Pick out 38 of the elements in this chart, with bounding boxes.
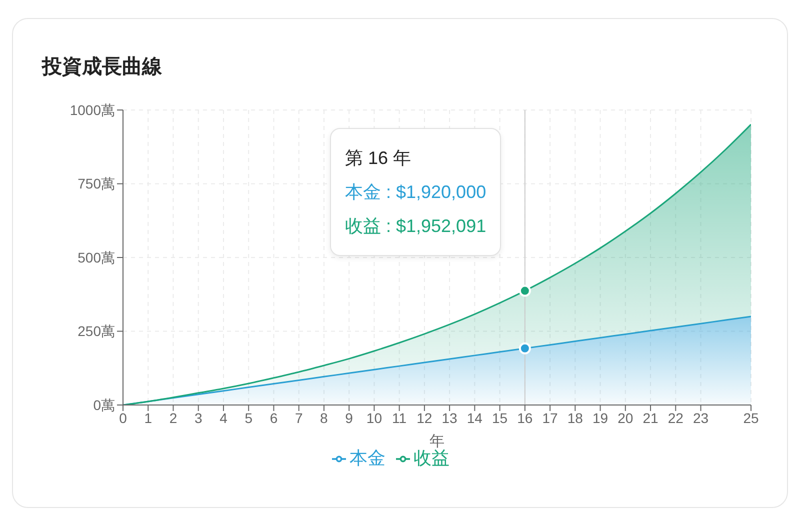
x-tick-label: 19 xyxy=(592,410,608,426)
legend-label: 本金 xyxy=(350,448,386,468)
x-tick-label: 21 xyxy=(642,410,659,426)
x-tick-label: 0 xyxy=(119,410,128,426)
legend-label: 收益 xyxy=(414,448,450,468)
x-tick-label: 2 xyxy=(169,410,178,426)
x-tick-label: 7 xyxy=(294,410,303,426)
x-axis-title: 年 xyxy=(430,433,444,450)
x-tick-label: 17 xyxy=(542,410,558,426)
annotation: 第 16 年 xyxy=(345,148,412,168)
x-tick-label: 15 xyxy=(492,410,508,426)
x-tick-label: 16 xyxy=(517,410,533,426)
x-tick-label: 3 xyxy=(194,410,202,426)
x-tick-label: 22 xyxy=(668,410,684,426)
y-tick-label: 1000萬 xyxy=(70,102,115,118)
annotation: 本金 : $1,920,000 xyxy=(345,182,486,202)
x-tick-label: 8 xyxy=(320,410,328,426)
x-tick-label: 10 xyxy=(366,410,382,426)
chart-title: 投資成長曲線 xyxy=(42,56,162,78)
x-tick-label: 25 xyxy=(743,410,759,426)
x-tick-label: 18 xyxy=(567,410,584,426)
x-tick-label: 23 xyxy=(692,410,709,426)
x-tick-label: 4 xyxy=(220,410,228,426)
x-tick-label: 1 xyxy=(144,410,152,426)
y-tick-label: 500萬 xyxy=(78,249,115,266)
y-tick-label: 750萬 xyxy=(78,176,115,192)
x-tick-label: 13 xyxy=(442,410,458,426)
x-tick-label: 6 xyxy=(270,410,278,426)
y-tick-label: 0萬 xyxy=(93,396,115,413)
x-tick-label: 5 xyxy=(244,410,253,426)
x-tick-label: 11 xyxy=(392,410,407,426)
tooltip-card: 第 16 年 本金 : $1,920,000 收益 : $1,952,091 xyxy=(330,128,502,256)
x-tick-label: 14 xyxy=(466,410,483,426)
y-tick-label: 250萬 xyxy=(78,323,115,340)
x-tick-label: 20 xyxy=(618,410,634,426)
x-tick-label: 12 xyxy=(416,410,432,426)
x-tick-label: 9 xyxy=(345,410,354,426)
annotation: 收益 : $1,952,091 xyxy=(345,216,486,236)
